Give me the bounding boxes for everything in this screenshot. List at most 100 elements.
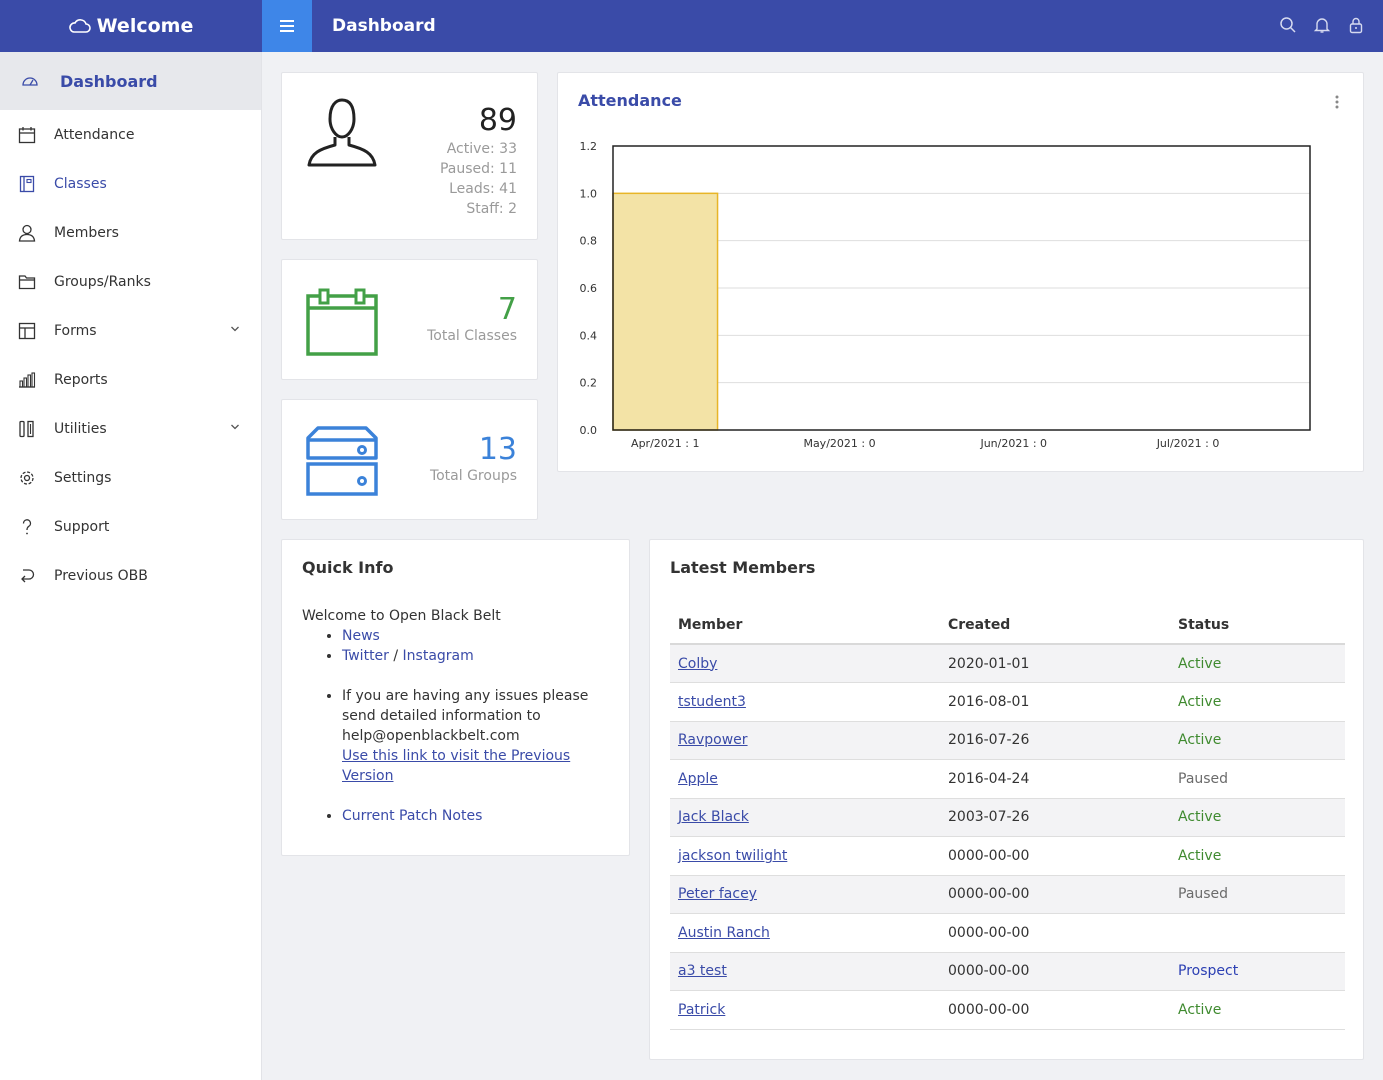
- member-link[interactable]: Jack Black: [678, 809, 749, 826]
- latest-members-card: Latest Members Member Created Status Col…: [649, 539, 1364, 1060]
- more-options-icon[interactable]: [1335, 95, 1339, 109]
- status-cell: Prospect: [1170, 952, 1345, 991]
- dashboard-icon: [20, 71, 40, 91]
- sidebar-item-members[interactable]: Members: [0, 208, 261, 257]
- member-link[interactable]: Ravpower: [678, 732, 748, 749]
- member-link[interactable]: Patrick: [678, 1001, 726, 1018]
- instagram-link[interactable]: Instagram: [402, 648, 474, 664]
- quick-info-title: Quick Info: [302, 558, 394, 577]
- list-item: News: [342, 626, 602, 646]
- sidebar-item-label: Forms: [54, 322, 97, 339]
- sidebar-item-label: Members: [54, 224, 119, 241]
- table-row: Peter facey 0000-00-00 Paused: [670, 875, 1345, 914]
- groups-label: Total Groups: [429, 468, 517, 484]
- classes-stat-card[interactable]: 7 Total Classes: [281, 259, 538, 380]
- menu-toggle-button[interactable]: [262, 0, 312, 52]
- brand[interactable]: Welcome: [0, 0, 262, 52]
- active-count: Active: 33: [446, 141, 517, 157]
- y-tick-label: 0.4: [580, 329, 598, 342]
- created-cell: 0000-00-00: [940, 913, 1170, 953]
- bar-chart-icon: [17, 370, 37, 390]
- y-tick-label: 0.2: [580, 377, 598, 390]
- folder-icon: [17, 272, 37, 292]
- hamburger-icon: [280, 20, 294, 32]
- sidebar-item-groups-ranks[interactable]: Groups/Ranks: [0, 257, 261, 306]
- calendar-outline-icon: [306, 288, 378, 356]
- sidebar-item-attendance[interactable]: Attendance: [0, 110, 261, 159]
- sidebar-item-reports[interactable]: Reports: [0, 355, 261, 404]
- sidebar-item-label: Settings: [54, 469, 112, 486]
- created-cell: 0000-00-00: [940, 952, 1170, 991]
- member-cell: jackson twilight: [670, 836, 940, 876]
- quick-links-list: News Twitter / Instagram: [342, 626, 602, 666]
- member-cell: Jack Black: [670, 798, 940, 837]
- sidebar-item-utilities[interactable]: Utilities: [0, 404, 261, 453]
- sidebar-item-label: Utilities: [54, 420, 107, 437]
- status-cell: Active: [1170, 721, 1345, 760]
- created-cell: 2016-07-26: [940, 721, 1170, 760]
- previous-version-link[interactable]: Use this link to visit the Previous Vers…: [342, 748, 571, 784]
- member-link[interactable]: Apple: [678, 770, 718, 787]
- sidebar-item-label: Groups/Ranks: [54, 273, 151, 290]
- groups-stat-card[interactable]: 13 Total Groups: [281, 399, 538, 520]
- created-cell: 2016-08-01: [940, 682, 1170, 722]
- lock-icon[interactable]: [1347, 16, 1365, 34]
- member-link[interactable]: Austin Ranch: [678, 924, 770, 941]
- sidebar-item-classes[interactable]: Classes: [0, 159, 261, 208]
- attendance-title: Attendance: [578, 91, 682, 110]
- chevron-down-icon[interactable]: [229, 323, 241, 335]
- member-cell: Austin Ranch: [670, 913, 940, 953]
- x-tick-label: Apr/2021 : 1: [631, 437, 699, 450]
- chevron-down-icon[interactable]: [229, 421, 241, 433]
- table-header-row: Member Created Status: [670, 606, 1345, 645]
- table-row: jackson twilight 0000-00-00 Active: [670, 836, 1345, 876]
- sidebar-item-forms[interactable]: Forms: [0, 306, 261, 355]
- column-header-member[interactable]: Member: [670, 606, 940, 645]
- member-cell: Apple: [670, 759, 940, 799]
- link-separator: /: [393, 648, 399, 664]
- member-link[interactable]: Colby: [678, 655, 718, 672]
- member-link[interactable]: a3 test: [678, 963, 727, 980]
- member-link[interactable]: tstudent3: [678, 693, 746, 710]
- table-row: tstudent3 2016-08-01 Active: [670, 682, 1345, 722]
- sidebar-item-previous-obb[interactable]: Previous OBB: [0, 551, 261, 600]
- twitter-link[interactable]: Twitter: [342, 648, 389, 664]
- members-stat-card[interactable]: 89 Active: 33 Paused: 11 Leads: 41 Staff…: [281, 72, 538, 240]
- question-icon: [17, 517, 37, 537]
- table-row: Austin Ranch 0000-00-00: [670, 913, 1345, 953]
- groups-count: 13: [478, 432, 517, 467]
- tools-icon: [17, 419, 37, 439]
- patch-notes-link[interactable]: Current Patch Notes: [342, 808, 483, 824]
- member-cell: tstudent3: [670, 682, 940, 722]
- issues-text: If you are having any issues please send…: [342, 688, 589, 744]
- created-cell: 2003-07-26: [940, 798, 1170, 837]
- member-link[interactable]: Peter facey: [678, 886, 757, 903]
- table-row: Ravpower 2016-07-26 Active: [670, 721, 1345, 760]
- top-bar: Welcome Dashboard: [0, 0, 1383, 52]
- user-icon: [17, 223, 37, 243]
- support-list: If you are having any issues please send…: [342, 686, 602, 786]
- table-row: Patrick 0000-00-00 Active: [670, 990, 1345, 1030]
- table-row: Jack Black 2003-07-26 Active: [670, 798, 1345, 837]
- status-cell: [1170, 913, 1345, 953]
- column-header-created[interactable]: Created: [940, 606, 1170, 645]
- search-icon[interactable]: [1279, 16, 1297, 34]
- table-row: a3 test 0000-00-00 Prospect: [670, 952, 1345, 991]
- list-item: Current Patch Notes: [342, 806, 602, 826]
- sidebar-item-settings[interactable]: Settings: [0, 453, 261, 502]
- y-tick-label: 0.8: [580, 235, 598, 248]
- column-header-status[interactable]: Status: [1170, 606, 1345, 645]
- member-link[interactable]: jackson twilight: [678, 847, 788, 864]
- created-cell: 0000-00-00: [940, 836, 1170, 876]
- calendar-icon: [17, 125, 37, 145]
- news-link[interactable]: News: [342, 628, 380, 644]
- sidebar-item-support[interactable]: Support: [0, 502, 261, 551]
- book-icon: [17, 174, 37, 194]
- status-cell: Active: [1170, 644, 1345, 683]
- layout-icon: [17, 321, 37, 341]
- bell-icon[interactable]: [1313, 16, 1331, 34]
- member-cell: Colby: [670, 644, 940, 683]
- sidebar-item-label: Reports: [54, 371, 108, 388]
- sidebar-item-dashboard[interactable]: Dashboard: [0, 52, 261, 110]
- cloud-icon: [68, 19, 91, 33]
